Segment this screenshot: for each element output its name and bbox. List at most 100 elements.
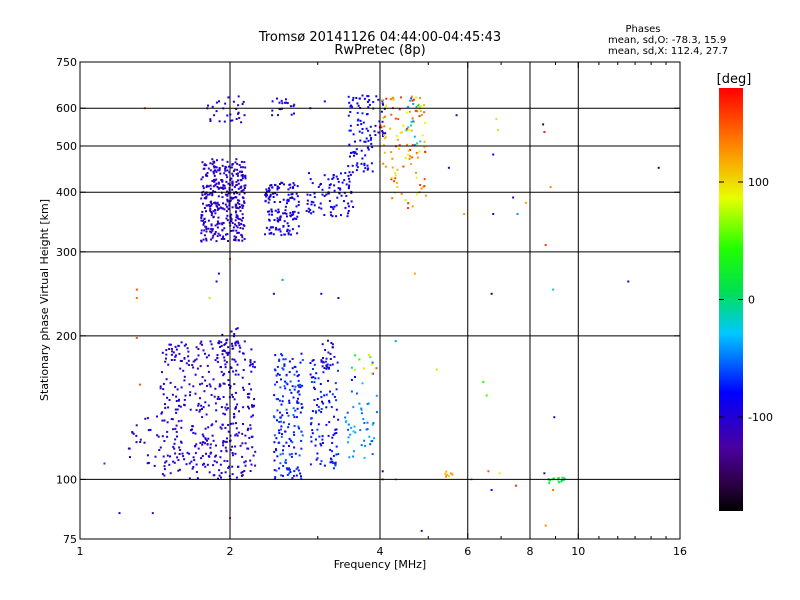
data-point [231,345,234,347]
data-point [287,188,290,191]
data-point [191,467,194,470]
data-point [289,380,292,383]
data-point [232,197,235,199]
data-point [161,473,164,476]
data-point [187,350,190,353]
data-point [359,139,362,142]
data-point [385,97,388,100]
data-point [201,210,204,213]
data-point [228,465,231,468]
data-point [400,192,403,195]
data-point [364,140,367,143]
data-point [348,171,351,174]
data-point [419,105,421,108]
data-point [276,372,279,375]
data-point [226,460,229,463]
data-point [222,382,225,385]
data-point [170,359,173,361]
data-point [329,352,332,355]
data-point [207,227,210,230]
data-point [234,434,237,437]
data-point [166,396,169,399]
data-point [383,144,385,147]
data-point [170,353,173,356]
y-tick-label: 600 [56,102,77,115]
data-point [282,421,285,424]
data-point [187,359,190,362]
data-point [238,223,241,226]
data-point [286,102,289,105]
data-point [544,524,547,527]
data-point [335,399,338,402]
data-point [165,349,168,352]
data-point [207,185,210,188]
data-point [320,292,323,295]
data-point [272,415,275,418]
data-point [294,452,297,455]
data-point [222,441,224,444]
data-point [204,352,206,355]
data-point [229,216,232,219]
data-point [211,229,214,232]
data-point [310,440,313,443]
data-point [273,469,276,472]
data-point [396,168,399,171]
data-point [274,184,276,186]
data-point [223,359,226,362]
data-point [553,416,556,419]
data-point [264,233,266,236]
data-point [370,142,373,145]
data-point [276,97,278,100]
data-point [203,218,206,220]
data-point [251,405,254,408]
data-point [237,182,240,185]
data-point [209,205,211,208]
data-point [265,195,268,198]
data-point [210,394,213,396]
data-point [381,99,384,102]
data-point [168,348,171,350]
data-point [229,119,232,122]
data-point [549,186,552,189]
data-point [290,455,293,458]
data-point [323,195,326,197]
data-point [285,98,287,101]
data-point [214,169,217,172]
data-point [225,449,228,452]
data-point [195,346,198,349]
data-point [322,442,324,444]
data-point [178,398,180,401]
data-point [222,444,225,447]
data-point [227,96,230,99]
data-point [365,127,368,130]
data-point [237,207,240,210]
data-point [297,390,300,393]
data-point [135,441,138,444]
data-point [229,385,232,388]
data-point [239,166,242,169]
data-point [201,455,204,457]
data-point [287,200,290,203]
data-point [177,459,180,462]
data-point [269,193,272,196]
data-point [203,229,206,232]
data-point [241,471,244,473]
data-point [249,359,252,362]
data-point [223,227,226,230]
data-point [268,196,271,198]
data-point [234,445,237,448]
data-point [238,206,241,208]
data-point [156,415,158,418]
data-point [175,411,178,414]
data-point [268,190,271,193]
data-point [278,228,281,231]
data-point [241,175,244,178]
phase-stats-title: Phases [625,24,660,35]
data-point [321,365,324,368]
data-point [330,342,333,344]
data-point [204,442,206,445]
data-point [139,438,142,441]
data-point [220,366,222,368]
data-point [197,354,200,357]
data-point [558,481,561,484]
